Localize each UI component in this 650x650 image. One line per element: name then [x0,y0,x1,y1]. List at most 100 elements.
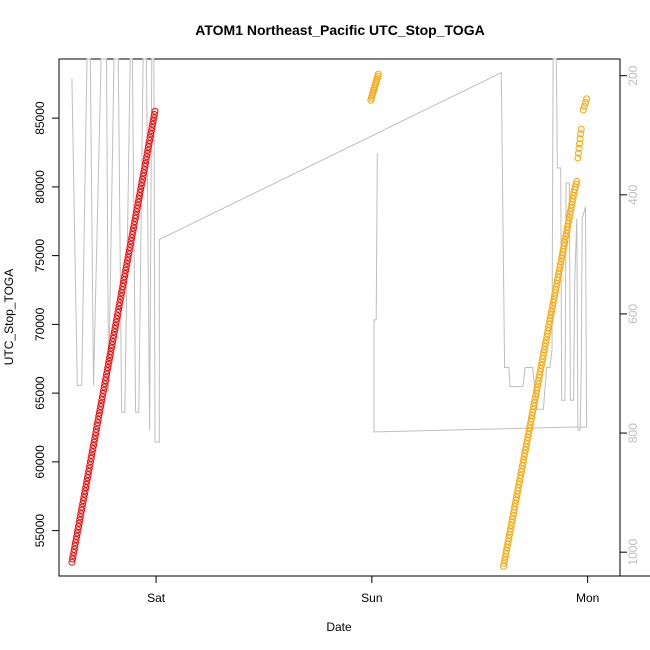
data-point [91,432,99,440]
data-point [106,351,114,359]
x-tick-label: Sun [361,591,382,605]
data-point [146,137,154,144]
data-point [124,253,132,261]
data-point [107,347,115,355]
data-point [532,393,539,401]
data-point [121,270,129,277]
data-point [76,516,84,524]
data-point [531,396,539,404]
data-point [577,125,585,133]
data-point [523,437,531,445]
data-point [103,367,111,375]
data-point [127,240,134,248]
data-point [549,302,557,309]
data-point [142,159,149,167]
data-point [551,292,558,300]
data-point [540,349,548,357]
data-point [521,449,529,457]
data-point [143,153,151,161]
data-point [107,344,115,352]
data-point [112,321,120,329]
data-point [120,276,128,284]
data-point [150,114,158,122]
data-point [139,172,147,180]
data-point [536,368,544,375]
data-point [500,562,507,570]
data-point [99,390,107,397]
data-point [523,440,531,448]
data-point [548,305,556,313]
data-point [582,99,589,106]
data-point [512,496,520,504]
data-point [115,305,123,313]
data-point [100,386,108,394]
secondary-line [71,58,588,443]
y-tick-label: 70000 [33,307,47,341]
data-point [576,135,584,143]
data-point [505,534,513,542]
data-point [98,393,106,401]
data-point [122,263,130,271]
data-point [130,221,138,229]
data-point [122,266,130,274]
data-point [118,289,125,297]
data-point [562,232,570,240]
data-point [500,559,508,567]
x-tick-label: Mon [576,591,599,605]
data-point [566,210,574,218]
data-point [524,434,532,441]
data-point [75,519,83,527]
data-point [508,518,516,526]
data-point [513,490,521,498]
y-tick-label: 80000 [33,170,47,204]
data-point [130,224,137,232]
data-point [115,302,123,310]
data-point [110,328,118,336]
data-point [567,204,575,212]
data-point [574,154,582,162]
x-tick-label: Sat [147,591,166,605]
data-point [515,481,523,489]
data-point [537,364,545,372]
data-point [116,295,124,303]
data-point [87,458,94,466]
data-point [79,497,87,505]
data-point [525,427,533,435]
data-point [133,208,140,216]
data-point [150,111,158,118]
data-point [85,464,93,472]
data-point [149,117,157,125]
data-point [84,474,91,482]
data-point [128,234,136,242]
data-point [517,471,525,479]
data-point [112,318,120,326]
data-point [556,261,564,269]
data-point [94,419,102,427]
data-point [125,247,133,255]
data-point [136,188,144,196]
data-point [374,70,382,78]
data-point [124,257,131,264]
data-point [557,258,565,265]
data-point [106,354,114,362]
data-point [514,484,522,492]
data-point [132,211,140,219]
data-point [503,544,511,551]
data-point [558,254,566,262]
x-axis: SatSunMonTue [147,575,650,605]
data-point [537,361,545,369]
data-point [77,510,85,518]
data-point [123,260,131,268]
data-point [501,556,509,564]
data-point [114,308,122,316]
data-point [137,185,145,193]
data-point [79,500,87,508]
y-axis: 55000 60000 65000 70000 75000 80000 85000 [33,101,60,547]
data-point [144,143,152,151]
data-point [140,169,148,177]
data-point [97,403,105,410]
data-point [139,175,146,183]
data-point [71,542,79,550]
data-point [540,346,548,353]
